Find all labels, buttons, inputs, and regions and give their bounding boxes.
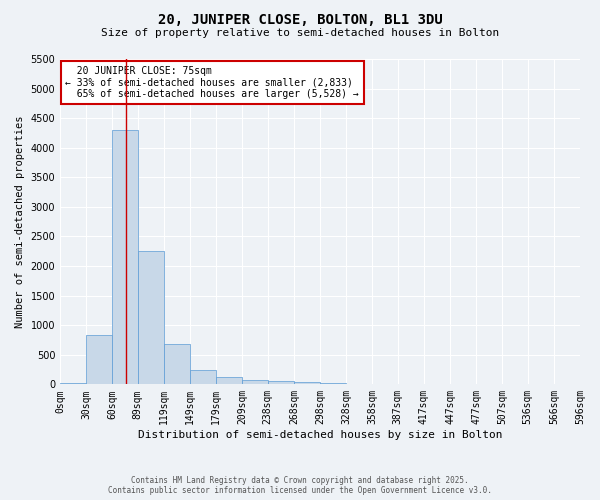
Text: Contains HM Land Registry data © Crown copyright and database right 2025.
Contai: Contains HM Land Registry data © Crown c… [108,476,492,495]
Bar [164,344,190,385]
X-axis label: Distribution of semi-detached houses by size in Bolton: Distribution of semi-detached houses by … [138,430,502,440]
Text: 20, JUNIPER CLOSE, BOLTON, BL1 3DU: 20, JUNIPER CLOSE, BOLTON, BL1 3DU [158,12,442,26]
Text: 20 JUNIPER CLOSE: 75sqm
← 33% of semi-detached houses are smaller (2,833)
  65% : 20 JUNIPER CLOSE: 75sqm ← 33% of semi-de… [65,66,359,98]
Bar [294,382,320,384]
Bar [60,382,86,384]
Y-axis label: Number of semi-detached properties: Number of semi-detached properties [15,116,25,328]
Text: Size of property relative to semi-detached houses in Bolton: Size of property relative to semi-detach… [101,28,499,38]
Bar [268,381,294,384]
Bar [216,377,242,384]
Bar [86,335,112,384]
Bar [320,382,346,384]
Bar [242,380,268,384]
Bar [190,370,216,384]
Bar [138,251,164,384]
Bar [112,130,138,384]
